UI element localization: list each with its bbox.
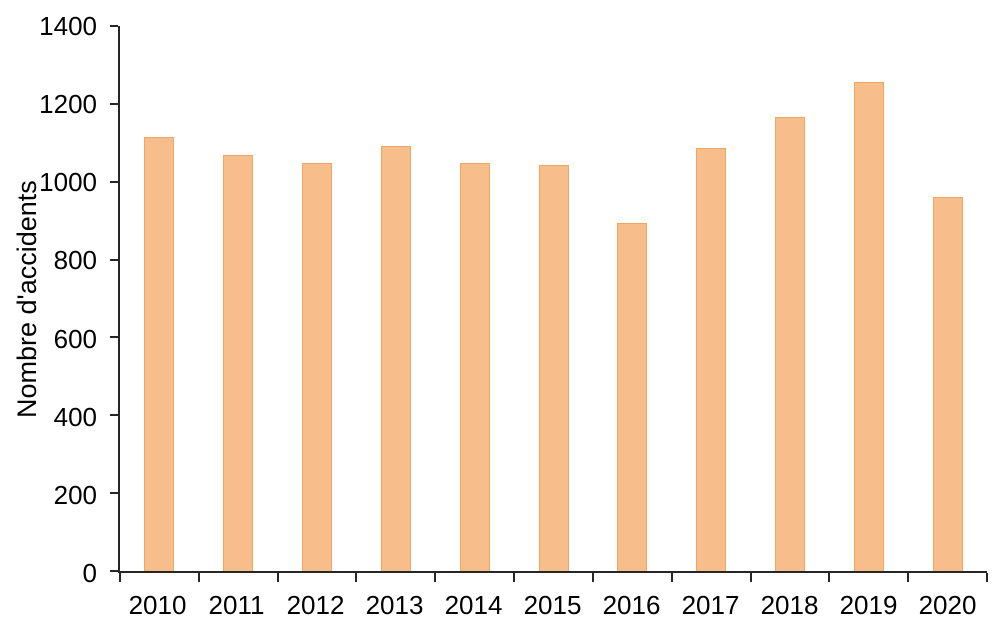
x-tick-label: 2011 bbox=[208, 590, 265, 620]
x-tick-label: 2019 bbox=[839, 590, 898, 620]
bar-2017 bbox=[696, 148, 727, 571]
y-tick-label: 1400 bbox=[39, 11, 97, 41]
x-tick-label: 2013 bbox=[365, 590, 424, 620]
x-tick-label: 2018 bbox=[760, 590, 819, 620]
x-tick-mark bbox=[355, 573, 358, 582]
y-tick-label: 400 bbox=[53, 401, 97, 432]
bar-2020 bbox=[932, 196, 963, 571]
bar-2014 bbox=[459, 163, 490, 571]
x-tick-mark bbox=[513, 573, 516, 582]
plot-area bbox=[110, 25, 988, 582]
x-tick-mark bbox=[828, 573, 831, 582]
bar-2011 bbox=[223, 155, 254, 571]
y-tick-label: 0 bbox=[82, 558, 97, 588]
x-tick-mark bbox=[197, 573, 200, 582]
y-tick-mark bbox=[110, 258, 118, 261]
x-tick-mark bbox=[986, 573, 988, 582]
x-tick-label: 2015 bbox=[523, 590, 582, 620]
x-tick-label: 2016 bbox=[602, 590, 661, 620]
y-tick-mark bbox=[110, 25, 118, 27]
x-tick-mark bbox=[119, 573, 121, 582]
x-tick-mark bbox=[276, 573, 279, 582]
x-tick-mark bbox=[749, 573, 752, 582]
bar-2018 bbox=[774, 117, 805, 571]
y-tick-mark bbox=[110, 492, 118, 495]
y-tick-mark bbox=[110, 414, 118, 417]
y-tick-mark bbox=[110, 102, 118, 105]
y-tick-label: 200 bbox=[53, 479, 97, 510]
y-tick-label: 1200 bbox=[39, 89, 97, 120]
x-tick-label: 2014 bbox=[444, 590, 503, 620]
y-tick-mark bbox=[110, 180, 118, 183]
y-tick-mark bbox=[110, 336, 118, 339]
bar-2012 bbox=[302, 163, 333, 571]
y-tick-label: 800 bbox=[53, 245, 97, 276]
bar-2013 bbox=[380, 145, 411, 571]
x-tick-mark bbox=[907, 573, 910, 582]
y-axis-tick-labels: 0 200 400 600 800 1000 1200 1400 bbox=[0, 13, 97, 586]
bar-2010 bbox=[144, 136, 175, 571]
x-tick-mark bbox=[591, 573, 594, 582]
x-tick-mark bbox=[434, 573, 437, 582]
x-axis-tick-labels: 2010 2011 2012 2013 2014 2015 2016 2017 2018 2019… bbox=[118, 591, 987, 623]
x-tick-mark bbox=[670, 573, 673, 582]
bar-2016 bbox=[617, 222, 648, 571]
x-tick-label: 2010 bbox=[128, 590, 187, 620]
y-tick-label: 1000 bbox=[39, 167, 97, 198]
x-tick-label: 2012 bbox=[286, 590, 345, 620]
bar-2019 bbox=[853, 82, 884, 571]
y-tick-label: 600 bbox=[53, 323, 97, 354]
bar-2015 bbox=[538, 164, 569, 571]
x-tick-label: 2020 bbox=[918, 590, 977, 620]
y-tick-mark bbox=[110, 570, 118, 572]
x-tick-label: 2017 bbox=[681, 590, 740, 620]
